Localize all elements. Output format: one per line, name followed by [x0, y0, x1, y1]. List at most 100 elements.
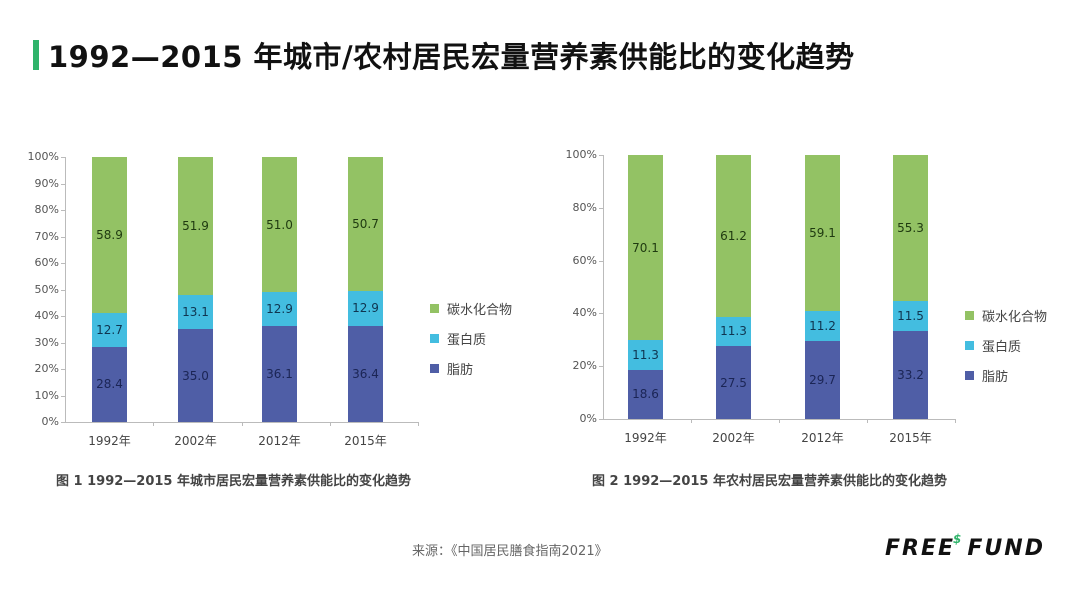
y-tick-label: 20%: [34, 362, 59, 375]
dollar-icon: $: [953, 532, 964, 546]
y-tick-mark: [599, 207, 603, 209]
y-tick-mark: [61, 263, 65, 264]
x-tick-label: 2012年: [801, 431, 844, 445]
bar-segment-protein: 12.9: [348, 291, 383, 326]
bar-segment-fat: 29.7: [805, 340, 840, 419]
x-tick-label: 2015年: [344, 434, 387, 448]
x-tick-mark: [241, 422, 243, 426]
y-tick-mark: [61, 157, 65, 158]
y-tick-label: 40%: [34, 309, 59, 322]
y-tick-label: 60%: [572, 253, 597, 267]
legend-swatch-icon: [430, 363, 439, 373]
y-tick-label: 10%: [34, 388, 59, 402]
legend-item-protein: 蛋白质: [965, 330, 1047, 360]
bar-segment-fat: 27.5: [716, 346, 751, 419]
y-tick-label: 20%: [572, 359, 597, 373]
bar-segment-protein: 12.7: [92, 313, 127, 347]
chart-legend: 碳水化合物蛋白质脂肪: [965, 300, 1047, 390]
bar-segment-protein: 13.1: [178, 294, 213, 330]
bar-segment-protein: 11.3: [628, 340, 663, 370]
y-tick-label: 50%: [34, 282, 59, 296]
bar-segment-fat: 36.4: [348, 325, 383, 422]
x-tick-mark: [867, 419, 868, 423]
y-tick-label: 80%: [572, 200, 597, 214]
y-tick-label: 70%: [34, 229, 59, 243]
legend-item-protein: 蛋白质: [430, 323, 512, 353]
y-tick-mark: [61, 395, 65, 397]
logo-left: FREE: [885, 536, 956, 561]
x-tick-label: 1992年: [624, 431, 667, 445]
logo-right: FUND: [967, 536, 1045, 561]
y-tick-mark: [599, 419, 603, 420]
freefund-logo: FREE$ FUND: [885, 532, 1045, 561]
legend-swatch-icon: [965, 370, 974, 380]
y-tick-mark: [61, 369, 65, 370]
x-tick-label: 2012年: [258, 434, 301, 448]
bar-segment-carbohydrate: 59.1: [805, 155, 840, 312]
bar-segment-protein: 12.9: [262, 292, 297, 327]
y-axis: [603, 155, 604, 419]
y-tick-mark: [61, 183, 65, 185]
chart1-caption: 图 1 1992—2015 年城市居民宏量营养素供能比的变化趋势: [56, 474, 411, 489]
y-tick-mark: [599, 155, 603, 156]
x-tick-mark: [691, 419, 692, 423]
legend-swatch-icon: [430, 303, 439, 313]
y-tick-mark: [61, 316, 65, 317]
y-tick-mark: [599, 260, 603, 262]
x-tick-mark: [779, 419, 780, 423]
bar-segment-carbohydrate: 55.3: [893, 155, 928, 301]
y-tick-mark: [61, 422, 65, 423]
title-accent-bar: [33, 40, 39, 70]
x-tick-label: 2002年: [712, 431, 755, 445]
y-tick-label: 0%: [579, 412, 597, 425]
bar-segment-carbohydrate: 50.7: [348, 157, 383, 292]
legend-item-carbohydrate: 碳水化合物: [965, 300, 1047, 330]
bar-segment-fat: 35.0: [178, 329, 213, 422]
legend-label: 蛋白质: [982, 339, 1022, 355]
legend-item-fat: 脂肪: [430, 353, 512, 383]
legend-label: 脂肪: [447, 362, 474, 378]
y-axis: [65, 157, 66, 422]
legend-swatch-icon: [965, 310, 974, 320]
legend-swatch-icon: [965, 340, 974, 350]
chart-legend: 碳水化合物蛋白质脂肪: [430, 293, 512, 383]
bar-segment-carbohydrate: 51.9: [178, 157, 213, 295]
x-tick-mark: [418, 422, 419, 426]
x-tick-label: 2002年: [174, 434, 217, 448]
y-tick-mark: [61, 236, 65, 238]
y-tick-label: 100%: [565, 148, 597, 161]
y-tick-label: 30%: [34, 335, 59, 349]
bar-segment-carbohydrate: 70.1: [628, 155, 663, 341]
bar-segment-protein: 11.2: [805, 311, 840, 341]
x-tick-label: 1992年: [88, 434, 131, 448]
bar-segment-fat: 28.4: [92, 346, 127, 422]
y-tick-mark: [61, 289, 65, 291]
source-note: 来源：《中国居民膳食指南2021》: [412, 544, 608, 559]
bar-segment-carbohydrate: 58.9: [92, 157, 127, 314]
x-tick-mark: [153, 422, 155, 426]
y-tick-mark: [599, 313, 603, 315]
chart2-caption: 图 2 1992—2015 年农村居民宏量营养素供能比的变化趋势: [592, 474, 947, 489]
y-tick-mark: [61, 210, 65, 211]
y-tick-label: 90%: [34, 176, 59, 190]
legend-swatch-icon: [430, 333, 439, 343]
bar-segment-carbohydrate: 61.2: [716, 155, 751, 317]
y-tick-mark: [61, 342, 65, 344]
x-tick-label: 2015年: [889, 431, 932, 445]
page-title: 1992—2015 年城市/农村居民宏量营养素供能比的变化趋势: [48, 40, 855, 74]
x-tick-mark: [329, 422, 331, 426]
y-tick-label: 80%: [34, 203, 59, 216]
x-tick-mark: [955, 419, 956, 423]
y-tick-mark: [599, 366, 603, 368]
legend-label: 脂肪: [982, 369, 1009, 385]
bar-segment-protein: 11.3: [716, 316, 751, 347]
y-tick-label: 40%: [572, 306, 597, 320]
legend-label: 碳水化合物: [447, 302, 513, 318]
y-tick-label: 100%: [27, 150, 59, 163]
legend-label: 碳水化合物: [982, 309, 1048, 325]
y-tick-label: 60%: [34, 256, 59, 269]
bar-segment-fat: 33.2: [893, 331, 928, 419]
bar-segment-fat: 36.1: [262, 326, 297, 422]
legend-item-fat: 脂肪: [965, 360, 1047, 390]
legend-item-carbohydrate: 碳水化合物: [430, 293, 512, 323]
